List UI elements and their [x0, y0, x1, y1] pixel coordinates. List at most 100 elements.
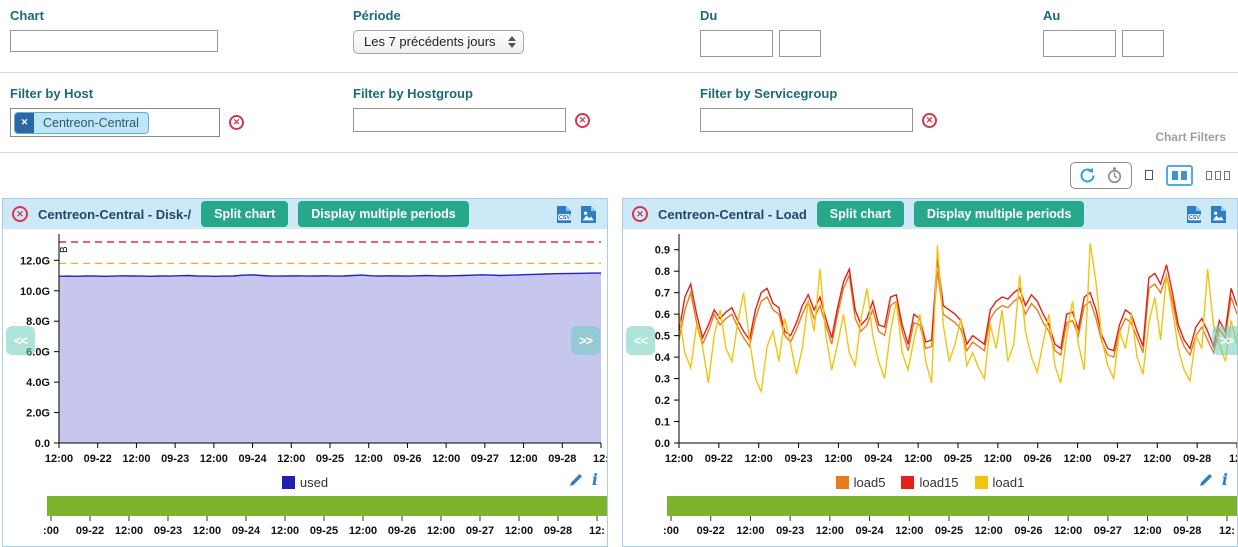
svg-text:12:00: 12:00	[745, 453, 773, 465]
du-time-input[interactable]	[779, 30, 821, 57]
refresh-controls-group	[1070, 161, 1132, 189]
svg-text:09-26: 09-26	[388, 525, 416, 537]
svg-text:12:00: 12:00	[277, 453, 305, 465]
svg-text:12:00: 12:00	[193, 525, 221, 537]
svg-text::00: :00	[663, 525, 679, 537]
edit-pencil-icon[interactable]	[569, 473, 583, 487]
export-image-icon[interactable]	[1209, 205, 1228, 224]
svg-text:09-26: 09-26	[1014, 525, 1042, 537]
chart-filter-input[interactable]	[10, 30, 218, 52]
chart-panel-disk: ✕ Centreon-Central - Disk-/ Split chart …	[2, 198, 609, 547]
svg-text:CSV: CSV	[1189, 214, 1200, 220]
legend-label: load5	[853, 474, 886, 490]
svg-text:09-25: 09-25	[935, 525, 963, 537]
host-chip-label: Centreon-Central	[43, 115, 139, 130]
export-csv-icon[interactable]: CSV	[1184, 205, 1203, 224]
svg-text:09-28: 09-28	[548, 453, 576, 465]
close-chart-icon[interactable]: ✕	[12, 206, 28, 222]
svg-text:09-23: 09-23	[161, 453, 189, 465]
legend-item-load15[interactable]: load15	[901, 475, 959, 490]
filter-by-host-group: Filter by Host ✕ Centreon-Central ✕	[10, 86, 244, 137]
legend-item-used[interactable]: used	[281, 474, 329, 490]
svg-text:12:: 12:	[589, 525, 605, 537]
legend-item-load1[interactable]: load1	[974, 475, 1024, 490]
du-group: Du	[700, 8, 821, 57]
svg-text:09-22: 09-22	[705, 453, 733, 465]
info-icon[interactable]: i	[1221, 470, 1228, 489]
svg-text:09-28: 09-28	[1173, 525, 1201, 537]
chart-filter-label: Chart	[10, 8, 44, 23]
scroll-back-button[interactable]: <<	[626, 326, 655, 355]
display-multiple-periods-button[interactable]: Display multiple periods	[298, 201, 469, 227]
svg-text:09-23: 09-23	[785, 453, 813, 465]
svg-text:09-26: 09-26	[1024, 453, 1052, 465]
scroll-back-button[interactable]: <<	[6, 326, 35, 355]
svg-text:12:00: 12:00	[1054, 525, 1082, 537]
servicegroup-filter-input[interactable]	[700, 108, 913, 132]
hostgroup-filter-input[interactable]	[353, 108, 566, 132]
svg-text:12:00: 12:00	[45, 453, 73, 465]
host-filter-input[interactable]: ✕ Centreon-Central	[10, 108, 220, 137]
svg-text::00: :00	[43, 525, 59, 537]
svg-text:12:00: 12:00	[824, 453, 852, 465]
status-timeline[interactable]: :00 09-22 12:00 09-23 12:00 09-24 12:00 09-25 12…	[623, 495, 1237, 541]
svg-text:12.0G: 12.0G	[20, 255, 50, 267]
svg-text:09-25: 09-25	[310, 525, 338, 537]
three-column-layout-icon[interactable]	[1206, 170, 1230, 180]
one-column-layout-icon[interactable]	[1145, 170, 1153, 180]
clear-hostgroup-filter-icon[interactable]: ✕	[575, 112, 590, 128]
du-date-input[interactable]	[700, 30, 773, 57]
svg-text:0.6: 0.6	[655, 309, 670, 321]
split-chart-button[interactable]: Split chart	[201, 201, 289, 227]
filter-by-hostgroup-group: Filter by Hostgroup ✕	[353, 86, 590, 132]
svg-text:12:00: 12:00	[975, 525, 1003, 537]
legend-swatch	[281, 475, 295, 489]
filter-by-host-label: Filter by Host	[10, 86, 94, 101]
chart-actions: i	[569, 472, 598, 488]
scroll-forward-button[interactable]: >>	[1212, 326, 1238, 355]
chart-filter-group: Chart	[10, 8, 218, 52]
remove-chip-icon[interactable]: ✕	[15, 112, 34, 133]
display-multiple-periods-button[interactable]: Display multiple periods	[913, 201, 1085, 227]
two-column-layout-icon[interactable]	[1166, 164, 1193, 186]
svg-text:0.3: 0.3	[655, 374, 670, 386]
edit-pencil-icon[interactable]	[1199, 473, 1213, 487]
chart-legend: load5 load15 load1	[835, 474, 1024, 490]
load-chart[interactable]: 0.0 0.1 0.2 0.3 0.4 0.5 0.6 0.7 0.8 0.9 12:00 09-22…	[623, 229, 1238, 469]
clear-host-filter-icon[interactable]: ✕	[229, 115, 244, 130]
svg-text:CSV: CSV	[559, 214, 570, 220]
svg-text:12:00: 12:00	[1134, 525, 1162, 537]
legend-swatch	[835, 475, 849, 489]
export-icons: CSV	[1184, 205, 1228, 224]
svg-text:09-22: 09-22	[76, 525, 104, 537]
svg-text:12:00: 12:00	[349, 525, 377, 537]
svg-text:0.1: 0.1	[655, 417, 670, 429]
status-timeline[interactable]: :00 09-22 12:00 09-23 12:00 09-24 12:00 09-25 12…	[3, 495, 607, 541]
refresh-icon[interactable]	[1079, 167, 1096, 184]
au-time-input[interactable]	[1122, 30, 1164, 57]
svg-text:12:00: 12:00	[665, 453, 693, 465]
au-date-input[interactable]	[1043, 30, 1116, 57]
load-panel-header: ✕ Centreon-Central - Load Split chart Di…	[623, 199, 1237, 229]
split-chart-button[interactable]: Split chart	[816, 201, 904, 227]
scroll-forward-button[interactable]: >>	[571, 326, 600, 355]
info-icon[interactable]: i	[591, 470, 598, 489]
timer-icon[interactable]	[1106, 167, 1123, 184]
legend-label: used	[299, 474, 329, 490]
svg-text:09-23: 09-23	[154, 525, 182, 537]
svg-text:B: B	[59, 246, 70, 253]
close-chart-icon[interactable]: ✕	[632, 206, 648, 222]
export-image-icon[interactable]	[579, 205, 598, 224]
export-csv-icon[interactable]: CSV	[554, 205, 573, 224]
periode-select[interactable]: Les 7 précédents jours	[353, 30, 524, 54]
svg-text:12:00: 12:00	[984, 453, 1012, 465]
au-group: Au	[1043, 8, 1164, 57]
svg-text:09-24: 09-24	[864, 453, 893, 465]
disk-chart-area: 0.0 2.0G 4.0G 6.0G 8.0G 10.0G 12.0G 12:00 09-22 1…	[3, 229, 609, 469]
svg-text:12:00: 12:00	[816, 525, 844, 537]
svg-text:12:: 12:	[593, 453, 607, 465]
clear-servicegroup-filter-icon[interactable]: ✕	[922, 112, 937, 128]
legend-item-load5[interactable]: load5	[835, 474, 886, 490]
graph-toolbar	[0, 153, 1238, 197]
